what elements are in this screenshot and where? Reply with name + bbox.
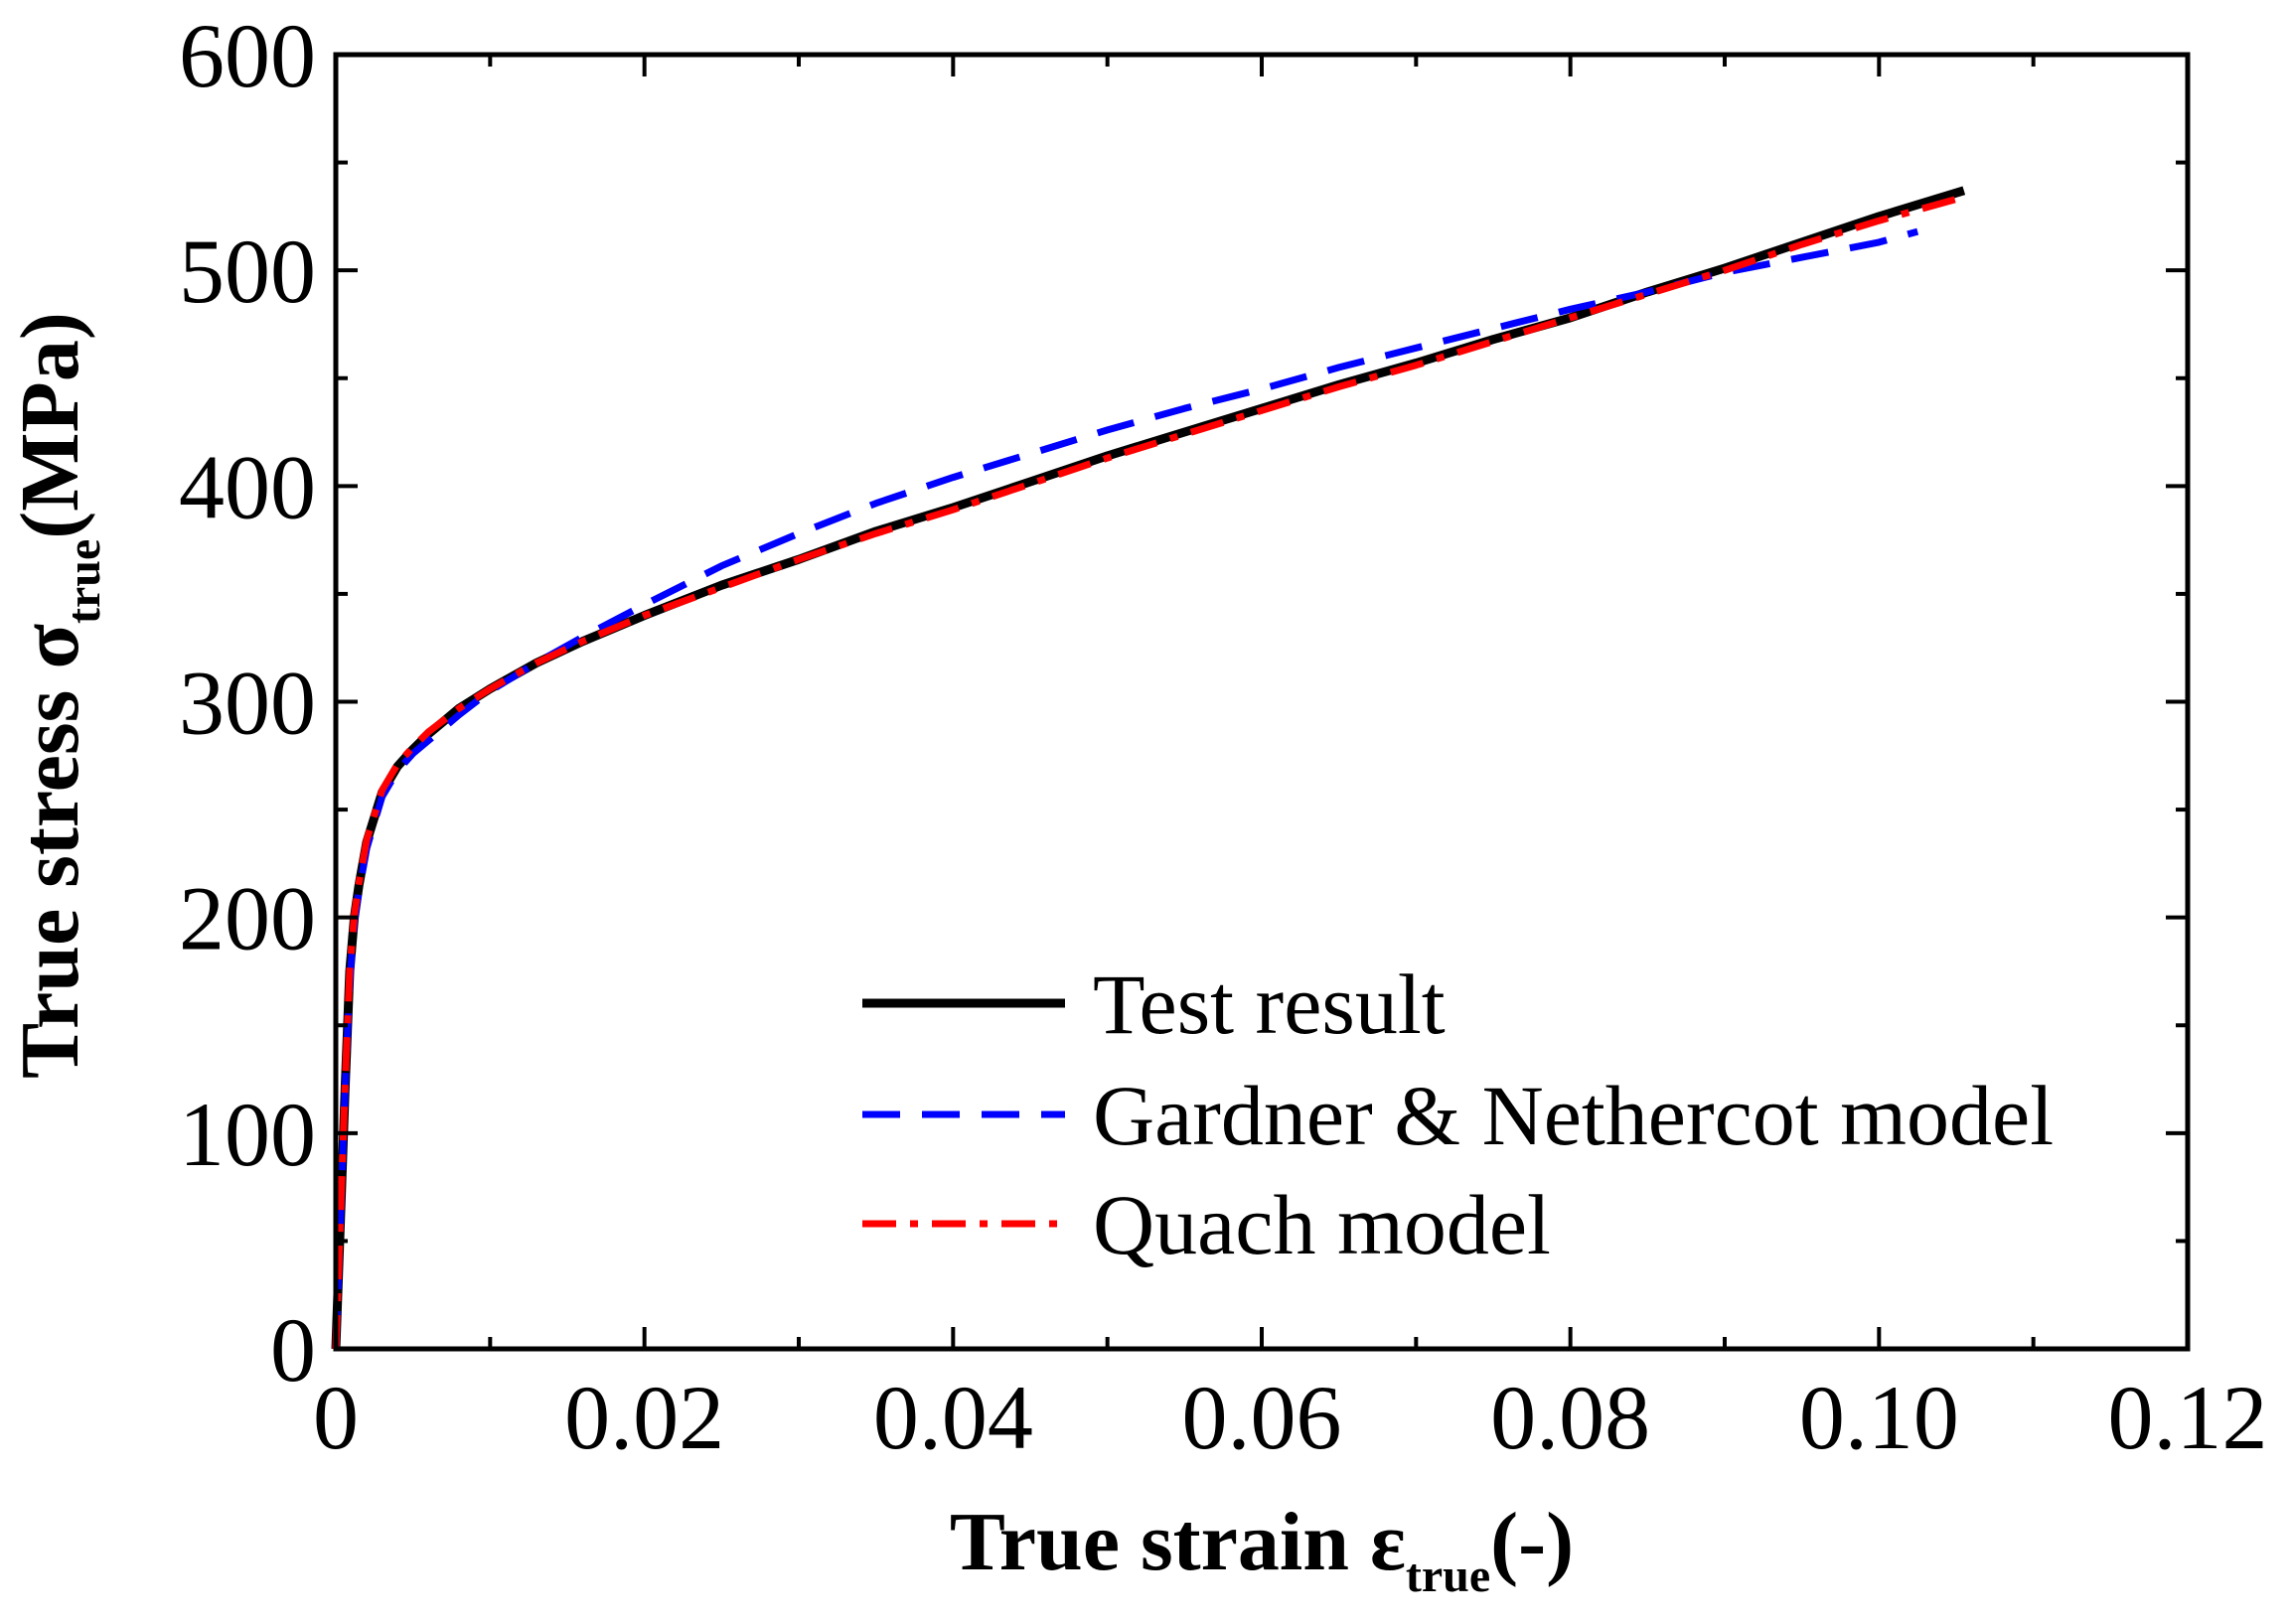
x-tick-label: 0.08 <box>1490 1367 1650 1468</box>
series-gardner-nethercot <box>332 227 1919 1350</box>
axis-ticks <box>334 53 2190 1351</box>
y-axis-title-suffix: (MPa) <box>4 312 96 539</box>
y-tick-label: 0 <box>270 1299 316 1401</box>
y-tick-label: 500 <box>179 221 316 322</box>
legend-label-gardner-nethercot: Gardner & Nethercot model <box>1093 1068 2054 1163</box>
plot-marks <box>331 186 1966 1350</box>
x-axis-title: True strain εtrue(-) <box>950 1496 1574 1602</box>
series-quach <box>332 193 1965 1350</box>
x-tick-label: 0 <box>313 1367 359 1468</box>
x-axis-title-sub: true <box>1406 1550 1490 1602</box>
y-axis-title: True stress σtrue(MPa) <box>4 312 110 1079</box>
y-tick-label: 300 <box>179 653 316 754</box>
tick-labels: 0 0.02 0.04 0.06 0.08 0.10 0.12 0 100 200 300 400 50… <box>179 5 2268 1468</box>
x-tick-label: 0.02 <box>564 1367 724 1468</box>
y-axis-title-main: True stress σ <box>4 624 96 1079</box>
legend-label-test-result: Test result <box>1093 957 1446 1052</box>
x-tick-label: 0.12 <box>2108 1367 2268 1468</box>
x-tick-label: 0.06 <box>1182 1367 1342 1468</box>
y-tick-label: 200 <box>179 868 316 969</box>
x-axis-title-main: True strain ε <box>950 1496 1406 1588</box>
y-axis-title-sub: true <box>58 539 110 624</box>
y-tick-label: 400 <box>179 436 316 537</box>
y-tick-label: 100 <box>179 1084 316 1185</box>
y-tick-label: 600 <box>179 5 316 106</box>
x-tick-label: 0.10 <box>1799 1367 1959 1468</box>
series-test-result <box>331 186 1966 1350</box>
legend-label-quach: Quach model <box>1093 1177 1551 1272</box>
x-tick-label: 0.04 <box>873 1367 1033 1468</box>
legend: Test result Gardner & Nethercot model Qu… <box>862 957 2054 1272</box>
x-axis-title-suffix: (-) <box>1490 1496 1574 1588</box>
